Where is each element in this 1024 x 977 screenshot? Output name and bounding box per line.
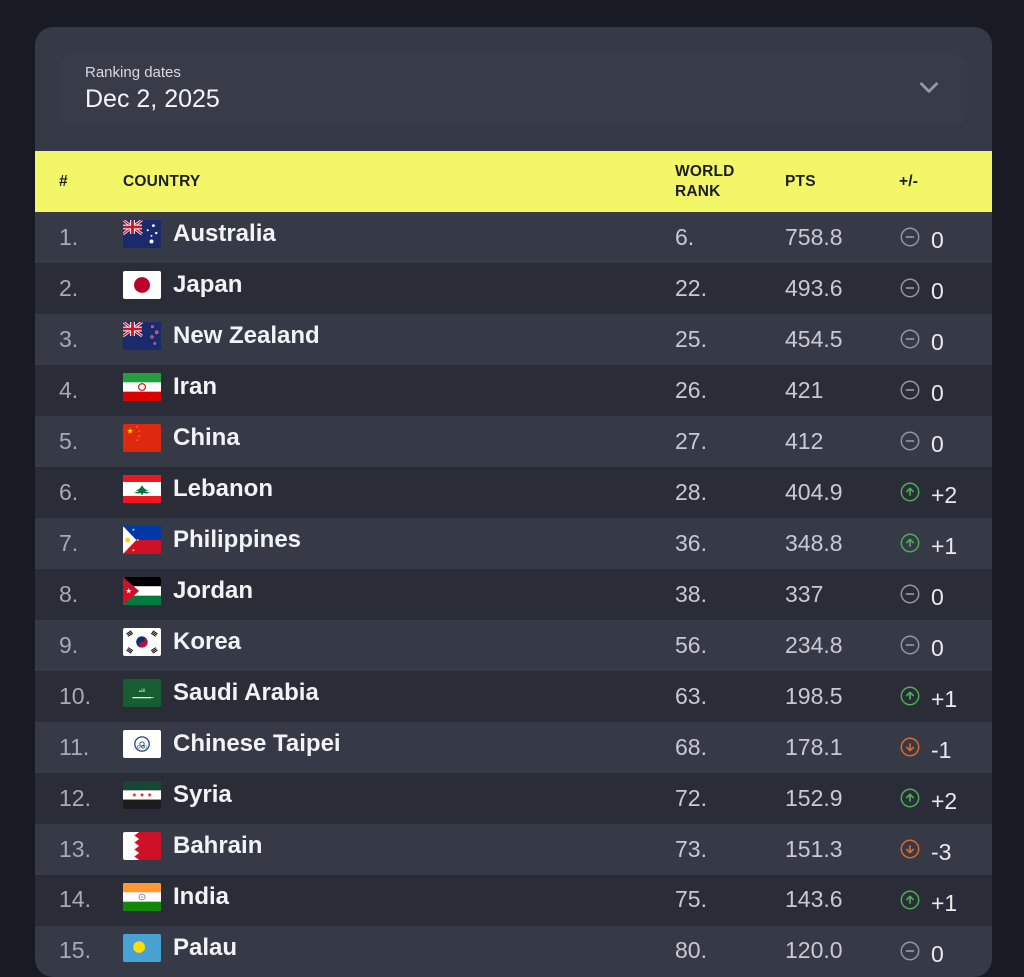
svg-text:الله: الله <box>139 688 146 693</box>
